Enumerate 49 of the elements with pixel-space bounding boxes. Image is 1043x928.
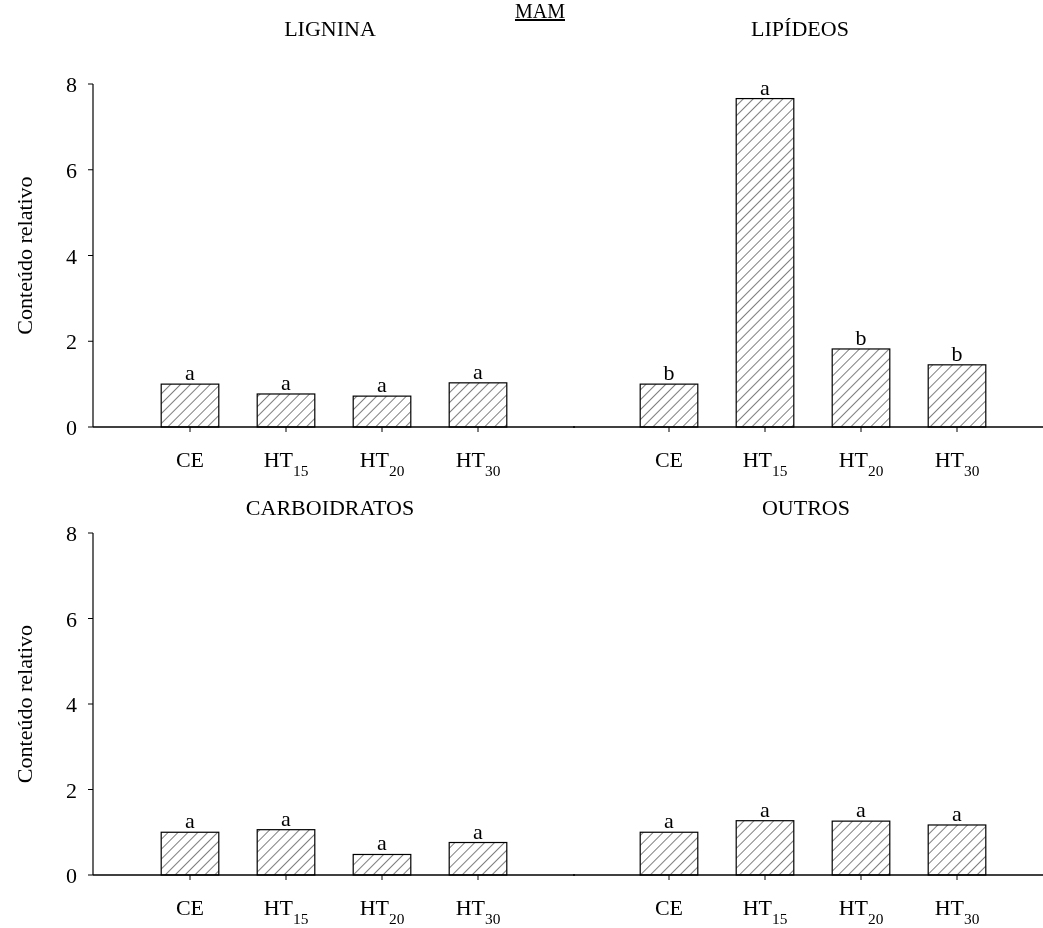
x-tick-label: HT$_{15}$ [742,447,788,479]
x-tick-label: HT$_{15}$ [742,895,788,927]
y-tick-label: 8 [66,521,77,546]
x-tick-label: HT$_{30}$ [934,447,980,479]
data-label: a [760,74,771,100]
x-tick-label: HT$_{20}$ [359,447,405,479]
chart-title: CARBOIDRATOS [245,495,415,520]
y-tick-label: 0 [66,415,77,440]
data-label: a [952,800,963,826]
data-label: b [951,340,963,366]
data-label: a [664,808,675,834]
data-label: b [855,324,867,350]
y-tick-label: 6 [66,606,77,632]
y-tick-label: 8 [66,72,77,97]
chart-title: LIPÍDEOS [751,16,849,41]
data-label: a [281,805,292,831]
x-tick-label: CE [654,447,684,472]
y-tick-label: 6 [66,157,77,183]
x-tick-label: HT$_{20}$ [359,895,405,927]
data-label: a [377,372,388,398]
data-label: a [760,796,771,822]
y-tick-label: 4 [66,692,77,717]
data-label: a [473,818,484,844]
y-tick-label: 2 [66,777,77,803]
x-tick-label: HT$_{20}$ [838,895,884,927]
x-tick-label: HT$_{20}$ [838,447,884,479]
y-tick-label: 2 [66,329,77,355]
data-label: a [185,808,196,834]
chart-title: OUTROS [761,495,851,520]
x-tick-label: CE [175,895,205,920]
x-tick-label: HT$_{30}$ [455,895,501,927]
data-label: a [377,830,388,856]
y-axis-title: Conteúdo relativo [12,176,37,335]
x-tick-label: HT$_{15}$ [263,895,309,927]
data-label: b [663,360,675,386]
x-tick-label: HT$_{15}$ [263,447,309,479]
y-tick-label: 4 [66,243,77,269]
text: MAM [514,0,566,22]
x-tick-label: CE [654,895,684,920]
data-label: a [473,358,484,384]
data-label: a [185,360,196,386]
x-tick-label: CE [175,447,205,472]
chart-title: LIGNINA [284,16,376,41]
data-label: a [856,797,867,823]
data-label: a [281,369,292,395]
y-axis-title: Conteúdo relativo [12,624,37,784]
x-tick-label: HT$_{30}$ [934,895,980,927]
x-tick-label: HT$_{30}$ [455,447,501,479]
y-tick-label: 0 [66,863,77,888]
